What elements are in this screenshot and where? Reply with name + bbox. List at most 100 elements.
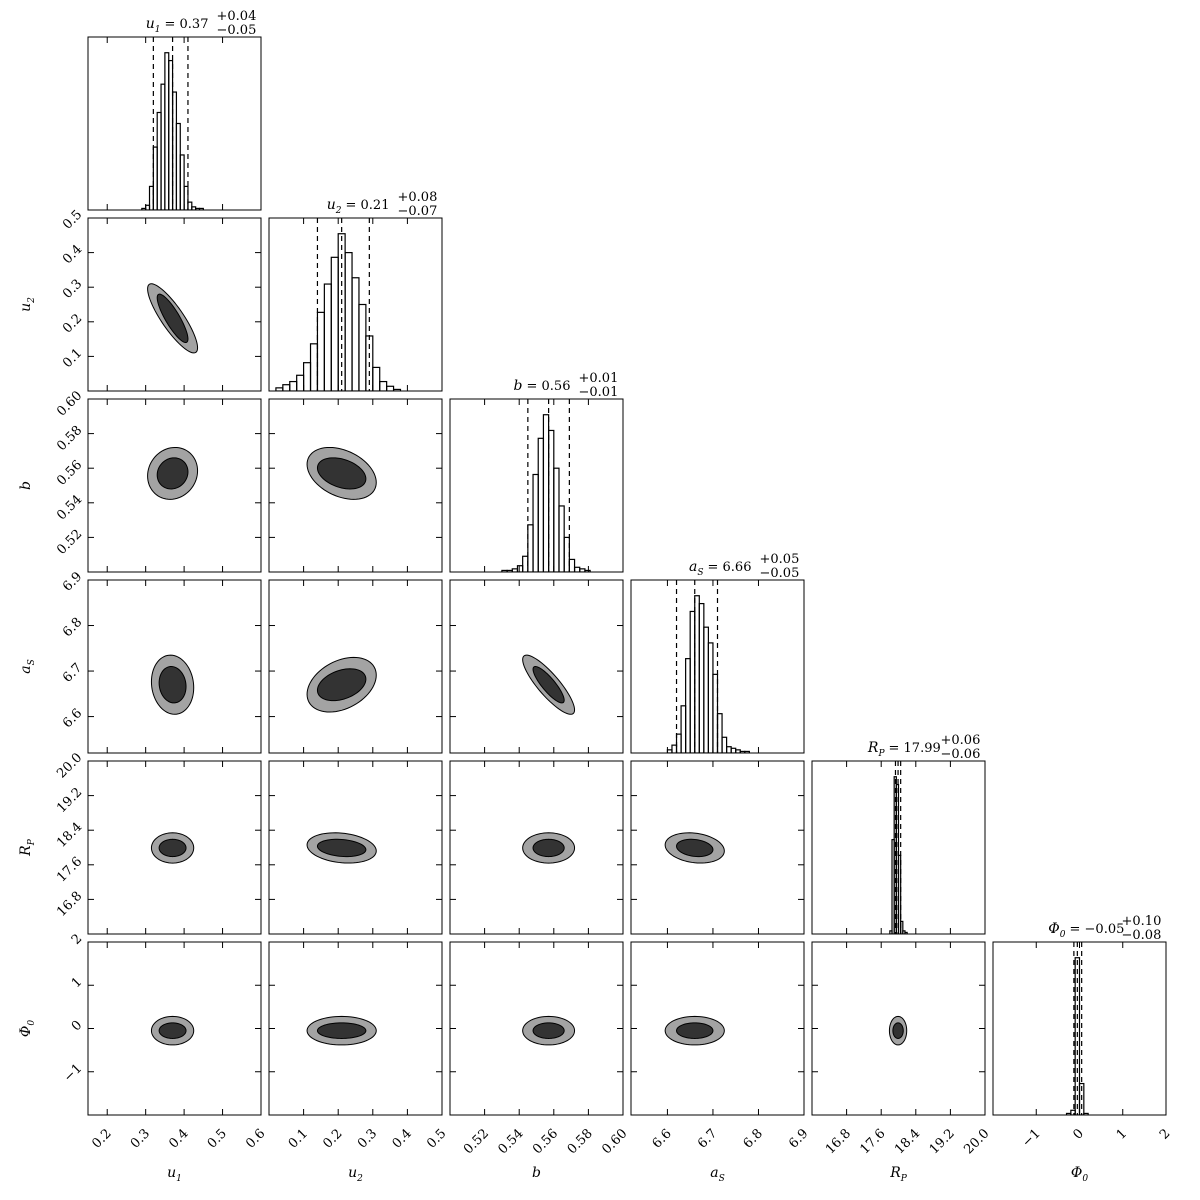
x-tick-label: 0.2 bbox=[89, 1126, 114, 1151]
contour-inner bbox=[676, 838, 714, 858]
panel-frame bbox=[87, 579, 262, 754]
symbol: R bbox=[889, 1165, 901, 1181]
panel-frame bbox=[630, 760, 805, 935]
hist-bar bbox=[897, 854, 902, 934]
symbol: R bbox=[867, 740, 879, 756]
y-tick-label: 18.4 bbox=[54, 820, 85, 851]
panel-frame bbox=[87, 217, 262, 392]
y-tick-label: 0.3 bbox=[60, 277, 85, 302]
hist-bar bbox=[694, 595, 700, 753]
y-tick-label: 6.8 bbox=[60, 615, 85, 640]
plot-area bbox=[664, 832, 725, 864]
x-tick-label: 0.4 bbox=[166, 1126, 191, 1151]
hist-bar bbox=[542, 414, 550, 572]
panel-title-symbol: b bbox=[514, 378, 523, 394]
y-tick-label: 6.9 bbox=[60, 569, 85, 594]
plot-area bbox=[522, 1015, 576, 1046]
y-tick-label: 0.56 bbox=[54, 458, 85, 489]
contour-inner bbox=[316, 838, 367, 858]
plot-area bbox=[306, 656, 377, 713]
hist-bar bbox=[703, 626, 709, 753]
y-tick-label: 0.2 bbox=[60, 311, 85, 336]
x-axis-label: RP bbox=[889, 1165, 908, 1184]
subscript: 0 bbox=[1082, 1174, 1088, 1184]
contour-panel bbox=[449, 579, 624, 754]
contour-inner bbox=[316, 668, 367, 702]
hist-bar bbox=[1074, 957, 1081, 1115]
hist-bar bbox=[527, 524, 534, 572]
panel-title-plus: +0.05 bbox=[760, 552, 800, 567]
hist-bar bbox=[323, 283, 332, 391]
symbol: b bbox=[18, 481, 34, 490]
x-tick-label: 6.6 bbox=[650, 1126, 675, 1151]
hist-bar bbox=[179, 154, 185, 210]
hist-bar bbox=[698, 602, 705, 753]
x-tick-label: 0.6 bbox=[243, 1126, 268, 1151]
hist-bar bbox=[716, 713, 723, 753]
panel-title-value: = 17.99 bbox=[889, 741, 941, 756]
panel-frame bbox=[87, 398, 262, 573]
hist-bar bbox=[537, 437, 545, 572]
contour-panel bbox=[630, 760, 805, 935]
symbol: u bbox=[348, 1165, 357, 1181]
x-axis-label: b bbox=[532, 1165, 541, 1181]
plot-area bbox=[522, 654, 576, 715]
x-tick-label: 1 bbox=[1114, 1126, 1130, 1142]
contour-panel: 0.1 0.2 0.3 0.4 0.5 bbox=[268, 941, 449, 1152]
subscript: P bbox=[877, 749, 885, 759]
y-tick-label: −1 bbox=[61, 1061, 85, 1085]
contour-panel bbox=[268, 398, 443, 573]
histogram-panel: = 0.21 +0.08−0.07 bbox=[268, 190, 443, 392]
contour-inner bbox=[158, 1022, 187, 1039]
y-tick-label: 0.4 bbox=[60, 242, 85, 267]
panel-title-plus: +0.04 bbox=[217, 9, 257, 24]
hist-bar bbox=[344, 252, 353, 391]
symbol: u bbox=[327, 197, 336, 213]
y-axis-label: u2 bbox=[18, 297, 37, 312]
hist-bar bbox=[358, 303, 367, 391]
subscript: S bbox=[719, 1174, 725, 1184]
contour-panel bbox=[268, 579, 443, 754]
hist-bar bbox=[689, 610, 696, 753]
symbol: Φ bbox=[1071, 1165, 1082, 1181]
hist-bar bbox=[522, 555, 529, 572]
panel-title-plus: +0.01 bbox=[579, 371, 619, 386]
symbol: u bbox=[18, 303, 34, 312]
hist-bar bbox=[351, 277, 360, 391]
hist-bar bbox=[309, 343, 319, 391]
panel-title-value: = −0.05 bbox=[1070, 922, 1125, 937]
contour-panel bbox=[449, 760, 624, 935]
hist-bar bbox=[1070, 1109, 1076, 1115]
hist-bar bbox=[568, 558, 576, 572]
hist-bar bbox=[379, 380, 388, 391]
x-tick-label: 17.6 bbox=[858, 1126, 889, 1157]
hist-bar bbox=[553, 467, 560, 572]
y-tick-label: 0 bbox=[69, 1018, 85, 1034]
hist-bar bbox=[289, 380, 298, 391]
panel-title-minus: −0.05 bbox=[760, 566, 800, 581]
plot-area bbox=[141, 37, 204, 210]
x-tick-label: 6.8 bbox=[741, 1126, 766, 1151]
plot-area bbox=[306, 446, 377, 500]
panel-frame bbox=[811, 760, 986, 935]
panel-title-plus: +0.06 bbox=[941, 733, 981, 748]
histogram-panel: = 0.37 +0.04−0.05 bbox=[87, 9, 262, 211]
plot-area bbox=[664, 1015, 725, 1046]
contour-panel: 6.6 6.7 6.8 6.9 bbox=[60, 569, 262, 754]
plot-area bbox=[150, 832, 195, 864]
contour-panel: 0.2 0.3 0.4 0.5 0.6 −1 0 1 2 bbox=[61, 931, 268, 1151]
contour-inner bbox=[156, 293, 189, 344]
x-tick-label: 18.4 bbox=[892, 1126, 923, 1157]
hist-bar bbox=[558, 505, 565, 572]
y-tick-label: 16.8 bbox=[54, 889, 85, 920]
x-tick-label: 6.7 bbox=[695, 1126, 720, 1151]
contour-inner bbox=[676, 1022, 714, 1039]
panel-title-plus: +0.08 bbox=[398, 190, 438, 205]
y-tick-label: 17.6 bbox=[54, 854, 85, 885]
hist-bar bbox=[282, 384, 291, 391]
x-tick-label: 6.9 bbox=[786, 1126, 811, 1151]
histogram-panel: = 6.66 +0.05−0.05 bbox=[630, 552, 805, 754]
panel-title-value: = 0.21 bbox=[346, 198, 390, 213]
panel-frame bbox=[87, 36, 262, 211]
